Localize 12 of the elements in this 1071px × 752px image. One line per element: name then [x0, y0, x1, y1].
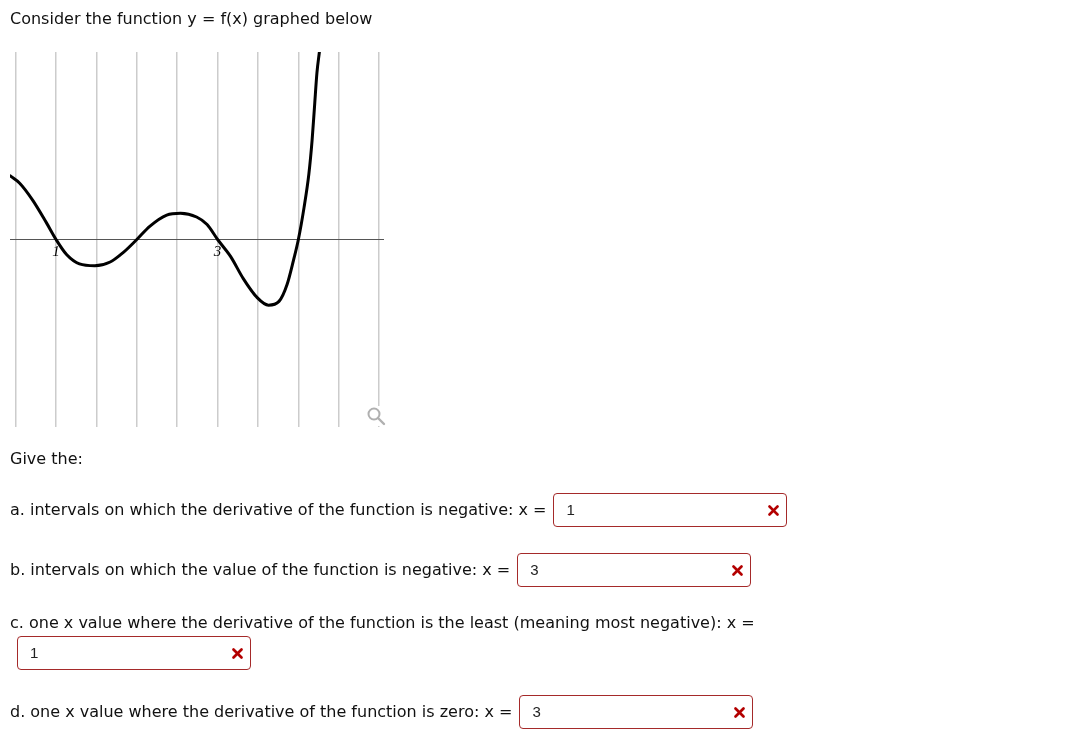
x-tick-label: 1: [52, 243, 60, 260]
text: Give the:: [10, 449, 83, 468]
text: c. one x value where the derivative of the function is the least (meaning most negative): x =: [10, 612, 755, 632]
input-field: 3: [517, 553, 752, 587]
chart-title: Consider the function y = f(x) graphed below: [10, 9, 373, 28]
input-field: 1: [17, 635, 251, 670]
input-field: 3: [519, 695, 754, 729]
x-tick-label: 3: [212, 243, 222, 260]
text: a. intervals on which the derivative of the function is negative: x =: [10, 500, 547, 519]
text: b. intervals on which the value of the function is negative: x =: [10, 560, 511, 579]
text: d. one x value where the derivative of the function is zero: x =: [10, 702, 513, 721]
input-field: 1: [553, 493, 788, 527]
